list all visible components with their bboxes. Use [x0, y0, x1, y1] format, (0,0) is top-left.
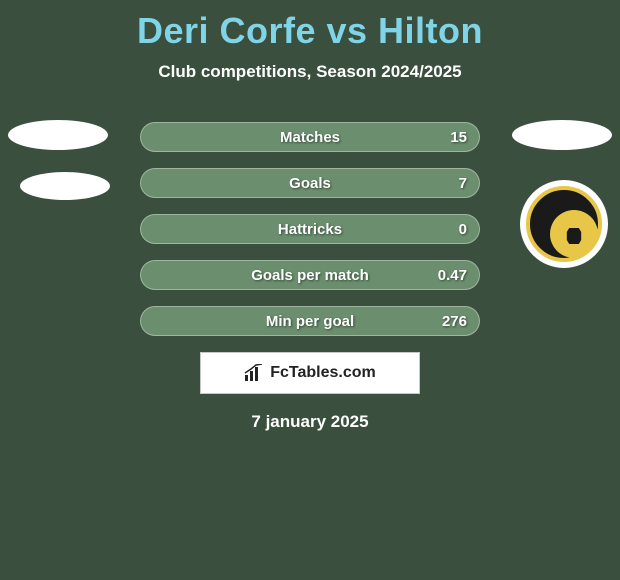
avatar-placeholder-icon — [8, 120, 108, 150]
subtitle: Club competitions, Season 2024/2025 — [0, 62, 620, 82]
badge-inner-ring — [526, 186, 602, 262]
stats-container: Matches 15 Goals 7 Hattricks 0 Goals per… — [140, 122, 480, 336]
avatar-placeholder-icon — [512, 120, 612, 150]
stat-row-matches: Matches 15 — [140, 122, 480, 152]
stat-value: 7 — [459, 175, 467, 192]
stat-value: 15 — [450, 129, 467, 146]
stat-value: 276 — [442, 313, 467, 330]
stat-row-hattricks: Hattricks 0 — [140, 214, 480, 244]
elephant-icon — [562, 224, 586, 244]
date-label: 7 january 2025 — [0, 412, 620, 432]
stat-value: 0.47 — [438, 267, 467, 284]
stat-label: Min per goal — [266, 313, 354, 330]
branding-text: FcTables.com — [270, 364, 376, 382]
page-title: Deri Corfe vs Hilton — [0, 0, 620, 52]
avatar-placeholder-icon — [20, 172, 110, 200]
club-badge — [520, 180, 608, 268]
stat-label: Goals — [289, 175, 331, 192]
player-avatar-left — [8, 110, 108, 210]
badge-outer-ring — [520, 180, 608, 268]
stat-label: Goals per match — [251, 267, 369, 284]
stat-label: Matches — [280, 129, 340, 146]
stat-value: 0 — [459, 221, 467, 238]
stat-row-goals-per-match: Goals per match 0.47 — [140, 260, 480, 290]
bar-chart-icon — [244, 364, 264, 382]
stat-row-min-per-goal: Min per goal 276 — [140, 306, 480, 336]
badge-center — [550, 210, 598, 258]
stat-label: Hattricks — [278, 221, 342, 238]
stat-row-goals: Goals 7 — [140, 168, 480, 198]
branding-box[interactable]: FcTables.com — [200, 352, 420, 394]
